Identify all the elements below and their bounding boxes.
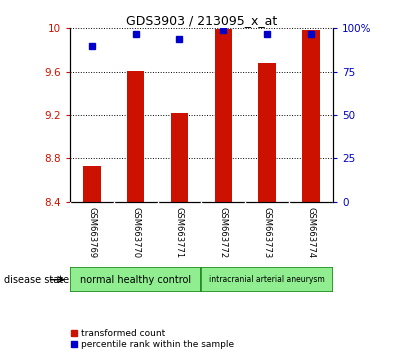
Text: GSM663771: GSM663771 xyxy=(175,207,184,258)
Legend: transformed count, percentile rank within the sample: transformed count, percentile rank withi… xyxy=(70,329,234,349)
Text: GSM663769: GSM663769 xyxy=(87,207,96,258)
Bar xyxy=(259,63,276,202)
Bar xyxy=(70,267,201,292)
Bar xyxy=(215,29,232,202)
Bar xyxy=(302,30,320,202)
Text: intracranial arterial aneurysm: intracranial arterial aneurysm xyxy=(209,275,325,284)
Text: disease state: disease state xyxy=(4,275,69,285)
Text: GSM663770: GSM663770 xyxy=(131,207,140,258)
Text: GSM663772: GSM663772 xyxy=(219,207,228,258)
Bar xyxy=(201,267,333,292)
Text: GSM663773: GSM663773 xyxy=(263,207,272,258)
Bar xyxy=(83,166,101,202)
Title: GDS3903 / 213095_x_at: GDS3903 / 213095_x_at xyxy=(126,14,277,27)
Bar xyxy=(171,113,188,202)
Text: normal healthy control: normal healthy control xyxy=(80,275,191,285)
Bar xyxy=(127,70,144,202)
Text: GSM663774: GSM663774 xyxy=(307,207,316,258)
